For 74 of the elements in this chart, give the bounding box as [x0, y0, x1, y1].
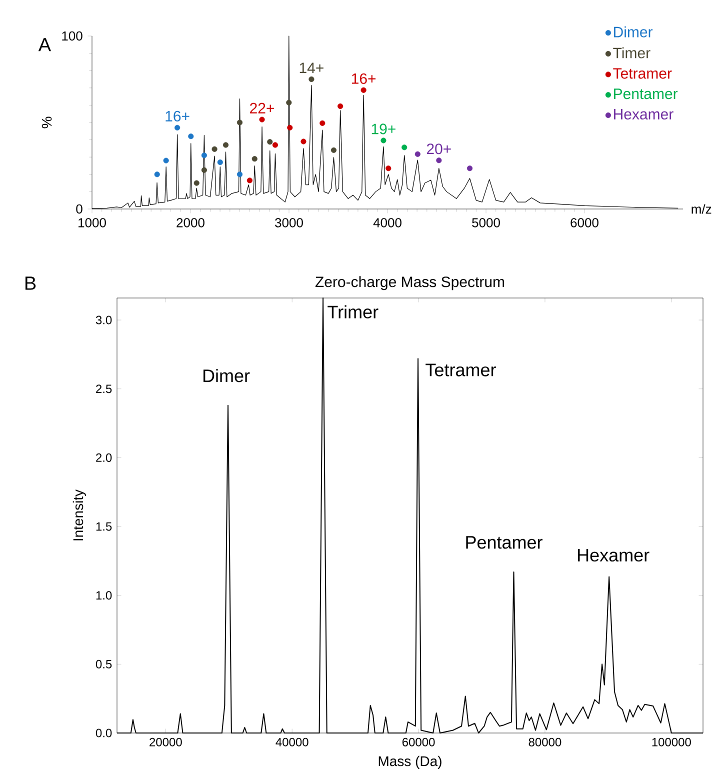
point: [267, 139, 273, 145]
point: [402, 144, 408, 150]
x-axis-title: Mass (Da): [378, 756, 442, 769]
point: [154, 172, 160, 178]
annotation: 20+: [426, 144, 451, 154]
point: [338, 103, 344, 110]
point: [217, 159, 223, 166]
chart-title: Zero-charge Mass Spectrum: [315, 276, 504, 290]
point: [259, 116, 265, 122]
point: [236, 120, 243, 126]
point: [466, 166, 473, 172]
point: [174, 124, 180, 130]
y-axis-title: %: [42, 116, 52, 128]
text: A: [38, 38, 52, 52]
x-tick-label: 80000: [528, 738, 562, 746]
x-tick-label: 40000: [276, 738, 308, 746]
point: [188, 134, 194, 140]
point: [414, 151, 420, 157]
point: [320, 120, 326, 126]
y-tick-label: 1.5: [96, 522, 112, 531]
legend-label: Hexamer: [614, 109, 674, 120]
x-axis-title: m/z: [692, 204, 712, 214]
annotation: 22+: [250, 102, 274, 114]
point: [308, 76, 314, 82]
annotation: 19+: [372, 124, 396, 134]
point: [252, 156, 258, 162]
point: [287, 124, 293, 130]
x-tick-label: 60000: [402, 738, 435, 746]
point: [222, 142, 229, 148]
point: [380, 138, 386, 144]
y-axis-title: Intensity: [72, 489, 86, 540]
legend-label: Pentamer: [614, 88, 678, 100]
annotation: Trimer: [328, 305, 378, 318]
x-tick-label: 1000: [78, 218, 106, 228]
point: [286, 100, 292, 106]
point: [300, 138, 306, 144]
point: [194, 180, 200, 186]
legend-label: Tetramer: [613, 68, 672, 79]
y-tick-label: 2.0: [96, 453, 112, 462]
y-tick-label: 3.0: [96, 316, 112, 324]
annotation: Dimer: [204, 368, 250, 382]
y-tick-label: 0.5: [96, 660, 112, 668]
point: [360, 87, 366, 93]
x-tick-label: 2000: [176, 218, 204, 228]
point: [201, 167, 207, 173]
point: [436, 158, 442, 164]
annotation: Hexamer: [578, 548, 650, 562]
x-tick-label: 100000: [652, 738, 691, 746]
annotation: Tetramer: [426, 364, 496, 376]
point: [201, 152, 207, 158]
annotation: Pentamer: [466, 536, 542, 549]
point: [163, 158, 169, 164]
annotation: 14+: [300, 62, 324, 74]
y-tick-label: 1.0: [96, 591, 112, 600]
point: [386, 166, 392, 172]
x-tick-label: 4000: [373, 218, 402, 228]
point: [272, 142, 278, 148]
x-tick-label: 6000: [570, 218, 598, 228]
x-tick-label: 20000: [150, 738, 182, 746]
annotation: 16+: [166, 110, 190, 122]
legend-label: Dimer: [614, 26, 653, 38]
point: [330, 147, 337, 153]
x-tick-label: 3000: [275, 218, 303, 228]
point: [212, 146, 218, 152]
annotation: 16+: [352, 73, 376, 84]
x-tick-label: 5000: [472, 218, 500, 228]
y-tick-label: 0.0: [96, 728, 112, 738]
y-tick-label: 2.5: [96, 384, 112, 394]
legend-label: Timer: [613, 47, 650, 58]
point: [246, 178, 252, 184]
text: B: [26, 276, 36, 290]
y-tick-label: 100: [62, 31, 82, 41]
point: [236, 172, 243, 178]
y-tick-label: 0: [76, 204, 82, 214]
